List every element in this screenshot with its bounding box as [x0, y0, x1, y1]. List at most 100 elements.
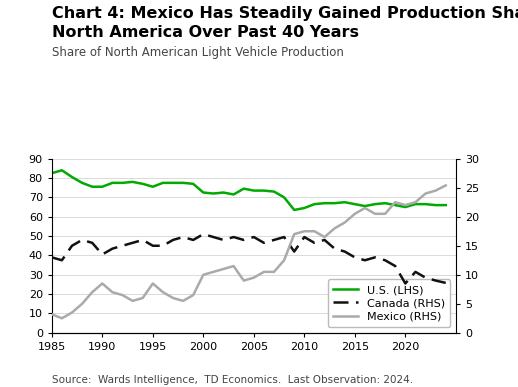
- Mexico (RHS): [220, 267, 226, 271]
- Mexico (RHS): [332, 226, 338, 231]
- Canada (RHS): [341, 249, 348, 254]
- Mexico (RHS): [271, 269, 277, 274]
- U.S. (LHS): [89, 184, 95, 189]
- Text: Source:  Wards Intelligence,  TD Economics.  Last Observation: 2024.: Source: Wards Intelligence, TD Economics…: [52, 375, 413, 385]
- Mexico (RHS): [49, 312, 55, 317]
- U.S. (LHS): [382, 201, 388, 205]
- U.S. (LHS): [99, 184, 106, 189]
- U.S. (LHS): [120, 180, 126, 185]
- U.S. (LHS): [130, 180, 136, 184]
- Canada (RHS): [443, 281, 449, 285]
- Canada (RHS): [49, 255, 55, 260]
- Mexico (RHS): [433, 188, 439, 193]
- Mexico (RHS): [160, 290, 166, 295]
- U.S. (LHS): [402, 205, 408, 209]
- Mexico (RHS): [200, 272, 207, 277]
- U.S. (LHS): [261, 188, 267, 193]
- U.S. (LHS): [109, 180, 116, 185]
- Mexico (RHS): [402, 203, 408, 207]
- Mexico (RHS): [341, 220, 348, 225]
- Canada (RHS): [109, 246, 116, 251]
- U.S. (LHS): [210, 191, 217, 196]
- U.S. (LHS): [59, 168, 65, 173]
- Mexico (RHS): [392, 200, 398, 204]
- Mexico (RHS): [59, 316, 65, 320]
- U.S. (LHS): [332, 201, 338, 205]
- Canada (RHS): [261, 240, 267, 245]
- U.S. (LHS): [281, 195, 287, 200]
- Mexico (RHS): [322, 235, 328, 239]
- Mexico (RHS): [139, 296, 146, 300]
- Canada (RHS): [59, 258, 65, 262]
- Canada (RHS): [120, 243, 126, 248]
- Mexico (RHS): [443, 183, 449, 188]
- Canada (RHS): [251, 235, 257, 239]
- U.S. (LHS): [180, 180, 186, 185]
- Canada (RHS): [190, 238, 196, 242]
- Mexico (RHS): [261, 269, 267, 274]
- Canada (RHS): [231, 235, 237, 239]
- Mexico (RHS): [130, 299, 136, 303]
- Mexico (RHS): [89, 290, 95, 295]
- Mexico (RHS): [150, 281, 156, 286]
- Canada (RHS): [69, 243, 75, 248]
- Canada (RHS): [362, 258, 368, 262]
- Canada (RHS): [392, 264, 398, 268]
- Canada (RHS): [281, 235, 287, 239]
- Mexico (RHS): [170, 296, 176, 300]
- Line: Canada (RHS): Canada (RHS): [52, 234, 446, 283]
- U.S. (LHS): [311, 202, 318, 206]
- U.S. (LHS): [322, 201, 328, 205]
- Mexico (RHS): [291, 232, 297, 236]
- U.S. (LHS): [160, 180, 166, 185]
- Canada (RHS): [150, 243, 156, 248]
- Canada (RHS): [322, 238, 328, 242]
- Mexico (RHS): [311, 229, 318, 233]
- Mexico (RHS): [79, 301, 85, 306]
- U.S. (LHS): [69, 175, 75, 179]
- U.S. (LHS): [231, 192, 237, 197]
- U.S. (LHS): [352, 202, 358, 206]
- U.S. (LHS): [251, 188, 257, 193]
- U.S. (LHS): [372, 202, 378, 206]
- Canada (RHS): [241, 238, 247, 242]
- Canada (RHS): [139, 238, 146, 242]
- Mexico (RHS): [251, 276, 257, 280]
- Canada (RHS): [99, 252, 106, 257]
- U.S. (LHS): [170, 180, 176, 185]
- Canada (RHS): [89, 240, 95, 245]
- Canada (RHS): [210, 235, 217, 239]
- Canada (RHS): [372, 255, 378, 260]
- U.S. (LHS): [49, 171, 55, 175]
- U.S. (LHS): [271, 189, 277, 194]
- Canada (RHS): [79, 238, 85, 242]
- U.S. (LHS): [362, 204, 368, 208]
- Mexico (RHS): [231, 264, 237, 268]
- Legend: U.S. (LHS), Canada (RHS), Mexico (RHS): U.S. (LHS), Canada (RHS), Mexico (RHS): [328, 279, 450, 327]
- U.S. (LHS): [291, 207, 297, 212]
- U.S. (LHS): [79, 180, 85, 185]
- U.S. (LHS): [423, 202, 429, 206]
- Canada (RHS): [200, 232, 207, 236]
- Mexico (RHS): [69, 310, 75, 315]
- Canada (RHS): [382, 258, 388, 262]
- U.S. (LHS): [341, 200, 348, 204]
- Mexico (RHS): [412, 200, 419, 204]
- U.S. (LHS): [301, 205, 308, 210]
- U.S. (LHS): [241, 186, 247, 191]
- Canada (RHS): [311, 240, 318, 245]
- Canada (RHS): [301, 235, 308, 239]
- Canada (RHS): [220, 238, 226, 242]
- Mexico (RHS): [382, 211, 388, 216]
- Canada (RHS): [332, 246, 338, 251]
- Canada (RHS): [402, 281, 408, 286]
- Canada (RHS): [352, 255, 358, 260]
- Canada (RHS): [433, 278, 439, 283]
- Mexico (RHS): [180, 299, 186, 303]
- Mexico (RHS): [362, 205, 368, 210]
- Mexico (RHS): [352, 211, 358, 216]
- U.S. (LHS): [412, 202, 419, 206]
- U.S. (LHS): [433, 203, 439, 207]
- U.S. (LHS): [392, 203, 398, 207]
- Line: U.S. (LHS): U.S. (LHS): [52, 170, 446, 210]
